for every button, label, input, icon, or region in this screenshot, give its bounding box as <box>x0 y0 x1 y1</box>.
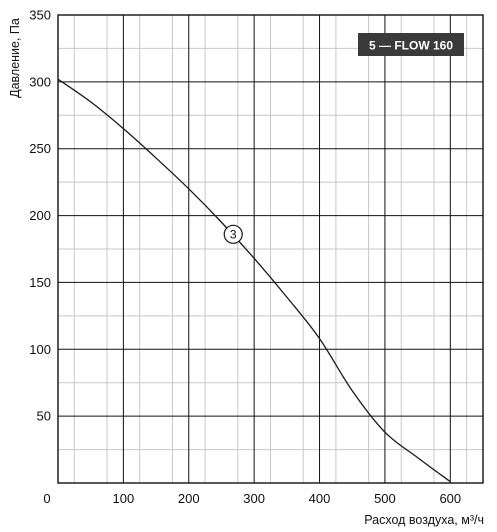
x-tick-label: 0 <box>43 491 50 506</box>
y-tick-label: 150 <box>29 275 51 290</box>
minor-grid <box>58 15 483 483</box>
curve-marker-label: 3 <box>230 227 237 241</box>
x-tick-label: 400 <box>309 491 331 506</box>
legend-badge: 5 — FLOW 160 <box>358 33 464 56</box>
x-axis-label: Расход воздуха, м³/ч <box>364 513 484 527</box>
y-tick-label: 50 <box>37 409 51 424</box>
y-axis-label: Давление, Па <box>8 18 22 98</box>
x-tick-label: 600 <box>439 491 461 506</box>
x-tick-label: 500 <box>374 491 396 506</box>
series-line <box>57 78 451 483</box>
plot-border <box>57 14 484 484</box>
curve-marker-circle <box>223 224 243 244</box>
y-tick-label: 200 <box>29 208 51 223</box>
x-tick-label: 200 <box>178 491 200 506</box>
legend-badge-text: 5 — FLOW 160 <box>369 39 453 53</box>
major-grid <box>58 14 483 483</box>
y-tick-label: 100 <box>29 342 51 357</box>
plot-frame <box>57 14 484 484</box>
y-tick-label: 250 <box>29 141 51 156</box>
series-layer: 3 <box>57 78 451 483</box>
y-tick-label: 300 <box>29 74 51 89</box>
tick-labels: 0 100 200 300 400 500 600 50 100 150 200 250 300 350 <box>29 8 461 507</box>
x-tick-label: 100 <box>113 491 135 506</box>
x-tick-label: 300 <box>243 491 265 506</box>
y-tick-label: 350 <box>29 8 51 23</box>
legend-badge-background <box>358 33 464 56</box>
